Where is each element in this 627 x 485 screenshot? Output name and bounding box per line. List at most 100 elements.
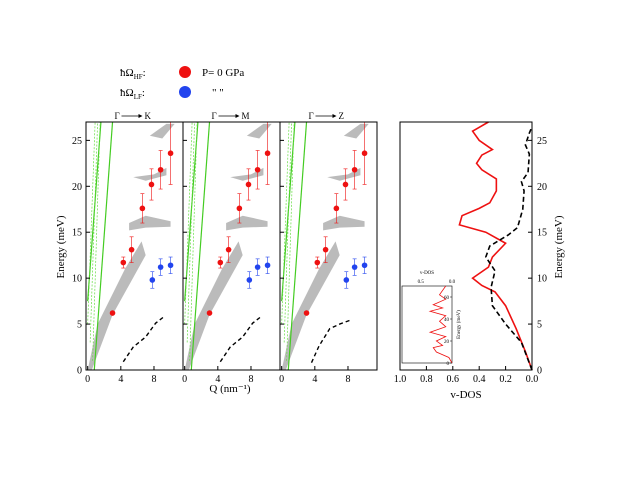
lf-point [254,264,261,270]
hf-point [225,246,232,253]
panel-title-end: M [242,111,250,121]
panel-title-arrowhead [138,114,143,118]
hf-point [361,150,368,157]
x-axis-label: Q (nm⁻¹) [209,383,251,395]
y-tick-label: 5 [77,320,82,331]
y-tick-label: 20 [72,182,82,193]
vdos-x-tick-label: 0.4 [473,374,486,385]
vdos-y-tick-label: 20 [537,182,547,193]
acoustic-dotted-3 [92,121,101,361]
hf-point [120,259,127,266]
hf-point [333,205,340,212]
lf-point [361,262,368,269]
vdos-y-label: Energy (meV) [553,215,565,278]
hf-point [303,310,310,316]
lf-point [351,264,358,270]
vdos-y-tick-label: 10 [537,274,547,285]
acoustic-dotted-3 [286,121,295,361]
x-tick-label: 4 [312,374,317,385]
hf-point [206,310,213,316]
legend-ditto: " " [212,87,224,99]
dashed-dispersion [310,319,350,363]
inset-y-tick-label: 0 [447,362,450,367]
hf-point [157,166,164,173]
panel-title-start: Γ [212,111,217,121]
vdos-y-tick-label: 0 [537,366,542,377]
legend-hf-symbol: ħΩHF: [120,67,146,81]
x-tick-label: 0 [85,374,90,385]
hf-point [217,259,224,266]
phonon-band-1 [184,241,243,370]
y-axis-label: Energy (meV) [55,215,67,278]
phonon-band-4 [149,123,175,139]
dashed-dispersion [219,316,262,363]
inset-y-tick-label: 60 [444,296,450,301]
hf-point [109,310,116,316]
phonon-band-4 [343,123,369,139]
phonon-band-2 [129,215,171,231]
x-tick-label: 0 [279,374,284,385]
acoustic-dotted-1 [281,121,290,325]
lf-point [343,277,350,283]
vdos-x-tick-label: 0.8 [420,374,433,385]
inset-y-tick-label: 40 [444,318,450,323]
acoustic-dotted-1 [87,121,96,325]
vdos-y-tick-label: 25 [537,136,547,147]
lf-point [246,277,253,283]
panel-2: Γ M0 4 8 [182,111,281,385]
panel-title-arrowhead [235,114,240,118]
inset-y-label: Energy (meV) [457,310,462,339]
vdos-x-tick-label: 1.0 [394,374,407,385]
phonon-band-1 [281,241,340,370]
panel-title-start: Γ [115,111,120,121]
lf-point [157,264,164,270]
x-tick-label: 8 [345,374,350,385]
phonon-band-3 [230,167,264,181]
legend-condition: P= 0 GPa [202,67,244,79]
hf-point [314,259,321,266]
panel-title-arrowhead [332,114,337,118]
lf-point [264,262,271,269]
vdos-y-tick-label: 15 [537,228,547,239]
hf-point [245,181,252,188]
vdos-x-label: v-DOS [450,389,481,401]
vdos-x-tick-label: 0.0 [526,374,539,385]
hf-point [264,150,271,157]
vdos-frame [399,121,533,371]
phonon-band-2 [226,215,268,231]
acoustic-line-2 [190,121,211,371]
x-tick-label: 8 [151,374,156,385]
hf-point [322,246,329,253]
inset-y-tick-label: 20 [444,340,450,345]
x-tick-label: 4 [118,374,123,385]
phonon-band-4 [246,123,272,139]
panel-title-end: K [145,111,152,121]
panel-3: Γ Z 0 4 8 [279,111,378,385]
vdos-inset: v-DOS 0.5 0.0 0 20 40 60 Energy (meV) [401,271,462,367]
vdos-solid-curve [458,121,533,371]
hf-point [342,181,349,188]
hf-point [236,205,243,212]
acoustic-dotted-2 [283,121,292,343]
acoustic-line-2 [93,121,114,371]
panel-frame [279,121,378,371]
y-tick-label: 0 [77,366,82,377]
acoustic-dotted-1 [184,121,193,325]
acoustic-dotted-2 [89,121,98,343]
phonon-band-2 [323,215,365,231]
lf-point [149,277,156,283]
phonon-band-1 [87,241,146,370]
inset-x-tick-label: 0.5 [418,280,425,285]
hf-point [139,205,146,212]
x-tick-label: 4 [215,374,220,385]
legend-hf-marker [179,66,191,78]
dashed-dispersion [122,316,165,363]
legend: ħΩHF: P= 0 GPa ħΩLF: " " [120,66,244,101]
y-tick-label: 15 [72,228,82,239]
y-tick-label: 25 [72,136,82,147]
